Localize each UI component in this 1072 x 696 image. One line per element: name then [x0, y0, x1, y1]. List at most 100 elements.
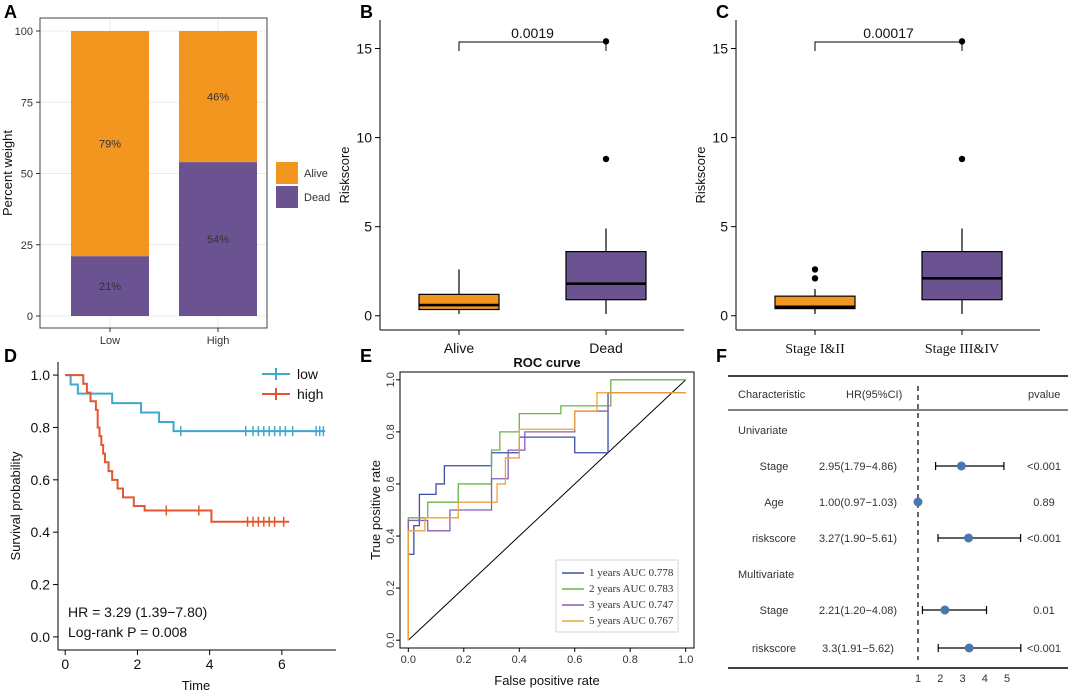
hr-point	[956, 461, 966, 471]
y-tick-label: 100	[15, 26, 33, 38]
y-tick-label: 10	[712, 130, 728, 146]
x-tick-label: Dead	[589, 340, 622, 356]
row-label: riskscore	[752, 533, 796, 545]
panel-e-roc: 0.0 0.2 0.4 0.6 0.8 1.0 0.0 0.2 0.4 0.6 0.8 1.0 1 ye…	[368, 355, 695, 688]
y-tick-label: 25	[21, 240, 33, 252]
y-tick-label: 0.2	[385, 580, 397, 595]
plot-border	[39, 17, 268, 329]
panel-d-survival: 0.0 0.2 0.4 0.6 0.8 1.0 0 2 4 6 low high HR = 3.29 (…	[8, 362, 336, 693]
y-tick-label: 50	[21, 169, 33, 181]
legend-label: 5 years AUC 0.767	[589, 615, 674, 627]
legend-swatch	[276, 186, 298, 208]
section-label: Univariate	[738, 425, 788, 437]
x-tick-label: 0.2	[456, 654, 471, 666]
diagonal-reference	[407, 379, 687, 641]
x-tick-label: 2	[134, 656, 142, 672]
outlier-point	[958, 38, 966, 45]
panel-c-boxplot: 0 5 10 15 Stage I&II Stage III&IV 0.00017 Risks…	[693, 20, 1040, 357]
x-tick-label: 4	[982, 673, 988, 685]
roc-curve	[407, 379, 686, 641]
x-tick-label: 1	[915, 673, 921, 685]
y-tick-label: 75	[21, 97, 33, 109]
y-tick-label: 0.6	[31, 472, 51, 488]
y-tick-label: 15	[712, 41, 728, 57]
p-value-label: 0.00017	[863, 25, 914, 41]
bar-data-label: 54%	[207, 234, 229, 246]
x-tick-label: 2	[937, 673, 943, 685]
outlier-point	[811, 266, 819, 273]
legend-label: low	[297, 366, 319, 382]
x-tick-label: 0.4	[512, 654, 527, 666]
legend-label: high	[297, 386, 323, 402]
significance-bracket	[814, 41, 963, 51]
y-tick-label: 5	[720, 219, 728, 235]
significance-bracket	[458, 41, 607, 51]
survival-curve-low	[65, 374, 326, 433]
panel-label-f: F	[716, 346, 727, 366]
hr-point	[940, 605, 950, 615]
panel-label-c: C	[716, 2, 729, 22]
box	[418, 293, 500, 311]
x-axis-label: False positive rate	[494, 673, 600, 688]
x-tick-label: 0.6	[567, 654, 582, 666]
bar-segment	[179, 31, 257, 163]
hr-point	[964, 643, 974, 653]
p-value-label: 0.0019	[511, 25, 554, 41]
hr-ci-text: 2.21(1.20−4.08)	[819, 605, 897, 617]
bar-segment	[71, 31, 149, 257]
x-tick-label: 0	[61, 656, 69, 672]
y-tick-label: 0	[364, 308, 372, 324]
panel-label-b: B	[360, 2, 373, 22]
y-tick-label: 0.8	[31, 419, 51, 435]
x-tick-label: High	[207, 335, 230, 347]
x-tick-label: Stage I&II	[785, 342, 845, 357]
row-label: Age	[764, 497, 784, 509]
x-tick-label: Low	[100, 335, 120, 347]
hr-ci-text: 3.3(1.91−5.62)	[822, 643, 894, 655]
y-axis-label: Riskscore	[693, 146, 708, 203]
x-tick-label: 5	[1004, 673, 1010, 685]
panel-label-a: A	[4, 2, 17, 22]
x-tick-label: 1.0	[678, 654, 693, 666]
logrank-annotation: Log-rank P = 0.008	[68, 624, 187, 640]
hr-point	[964, 533, 974, 543]
panel-b-boxplot: 0 5 10 15 Alive Dead 0.0019 Riskscore	[337, 20, 684, 356]
hr-ci-text: 2.95(1.79−4.86)	[819, 461, 897, 473]
bar-segment	[71, 256, 149, 316]
legend-box	[555, 559, 679, 633]
panel-f-forest: Characteristic HR(95%CI) pvalue Univariate S…	[728, 375, 1068, 685]
legend-label: 1 years AUC 0.778	[589, 567, 674, 579]
hr-point	[913, 497, 923, 507]
y-tick-label: 0	[27, 311, 33, 323]
panel-label-d: D	[4, 346, 17, 366]
bar-data-label: 79%	[99, 139, 121, 151]
y-tick-label: 0.6	[385, 476, 397, 491]
outlier-point	[602, 38, 610, 45]
legend-label: Alive	[304, 168, 328, 180]
header-characteristic: Characteristic	[738, 389, 806, 401]
x-tick-label: 4	[206, 656, 214, 672]
y-tick-label: 1.0	[385, 372, 397, 387]
x-axis-label: Time	[182, 678, 210, 693]
bar-data-label: 46%	[207, 92, 229, 104]
p-value: <0.001	[1027, 643, 1061, 655]
legend-label: Dead	[304, 192, 330, 204]
y-axis-label: Riskscore	[337, 146, 352, 203]
p-value: 0.01	[1033, 605, 1054, 617]
survival-curve-high	[65, 374, 290, 523]
x-tick-label: 0.0	[401, 654, 416, 666]
x-tick-label: 6	[278, 656, 286, 672]
roc-curve	[407, 392, 686, 641]
y-tick-label: 1.0	[31, 367, 51, 383]
panel-label-e: E	[360, 346, 372, 366]
y-axis-label: True positive rate	[368, 460, 383, 560]
p-value: 0.89	[1033, 497, 1054, 509]
y-tick-label: 0.4	[31, 524, 51, 540]
bar-data-label: 21%	[99, 281, 121, 293]
roc-curve	[407, 392, 686, 641]
bar-segment	[179, 162, 257, 316]
header-pvalue: pvalue	[1028, 389, 1060, 401]
x-tick-label: Alive	[444, 340, 475, 356]
y-tick-label: 5	[364, 219, 372, 235]
